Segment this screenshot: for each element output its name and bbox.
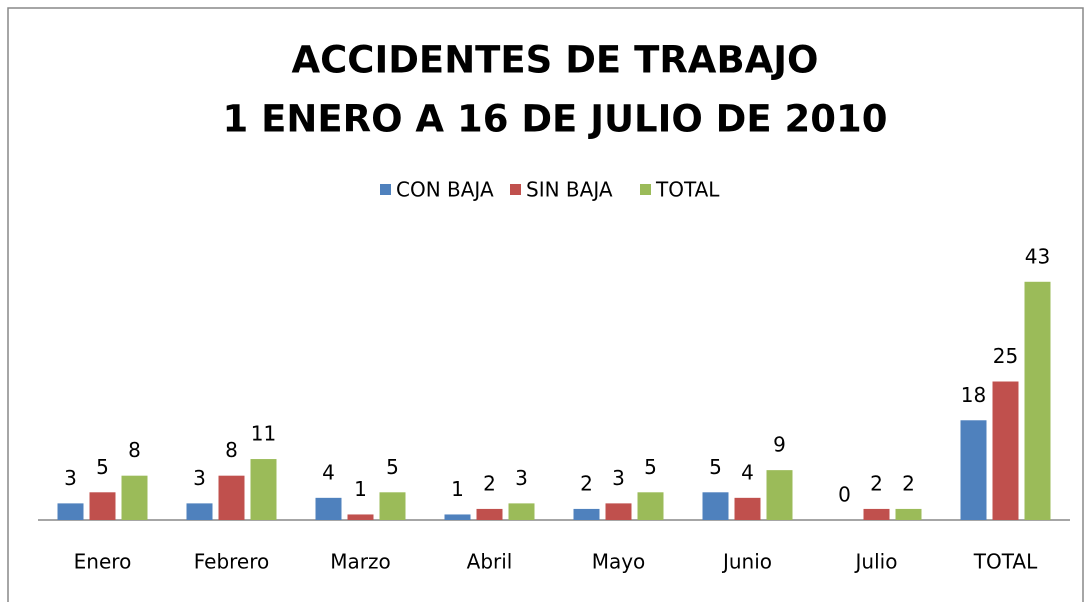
bar [121,475,148,520]
bar [89,492,116,520]
chart-title: ACCIDENTES DE TRABAJO [292,39,819,82]
bar [766,470,793,520]
x-tick-label: TOTAL [973,550,1038,574]
data-label: 43 [1025,244,1050,268]
bar [379,492,406,520]
bar [863,508,890,520]
data-label: 1 [354,477,367,501]
bar [702,492,729,520]
data-label: 18 [961,383,986,407]
data-label: 5 [709,455,722,479]
legend-label: CON BAJA [396,178,494,202]
bar [347,514,374,520]
data-label: 2 [483,471,496,495]
x-tick-label: Mayo [592,550,646,574]
data-label: 3 [64,466,77,490]
x-tick-label: Marzo [330,550,390,574]
bar [186,503,213,520]
bar [573,508,600,520]
bar [960,420,987,520]
x-tick-label: Julio [854,550,898,574]
data-label: 5 [96,455,109,479]
data-label: 8 [225,438,238,462]
bar [1024,281,1051,520]
legend-swatch [640,184,651,195]
data-label: 3 [515,466,528,490]
x-tick-label: Abril [467,550,513,574]
bar [895,508,922,520]
bar [315,497,342,520]
data-label: 11 [251,422,276,446]
data-label: 0 [838,483,851,507]
data-label: 25 [993,344,1018,368]
data-label: 8 [128,438,141,462]
bar [992,381,1019,520]
bar [605,503,632,520]
data-label: 1 [451,477,464,501]
x-tick-label: Junio [721,550,772,574]
x-tick-label: Enero [74,550,132,574]
data-label: 4 [322,460,335,484]
bar [734,497,761,520]
bar [476,508,503,520]
bar [218,475,245,520]
data-label: 2 [870,471,883,495]
chart-title: 1 ENERO A 16 DE JULIO DE 2010 [222,98,887,141]
data-label: 2 [902,471,915,495]
bar [444,514,471,520]
data-label: 5 [644,455,657,479]
data-label: 3 [193,466,206,490]
legend-swatch [380,184,391,195]
bar [57,503,84,520]
legend-label: SIN BAJA [526,178,613,202]
legend-label: TOTAL [655,178,720,202]
data-label: 3 [612,466,625,490]
bar [250,459,277,520]
bar [508,503,535,520]
data-label: 9 [773,433,786,457]
data-label: 2 [580,471,593,495]
chart-frame [7,7,1084,602]
bar [637,492,664,520]
data-label: 4 [741,460,754,484]
x-tick-label: Febrero [194,550,270,574]
data-label: 5 [386,455,399,479]
legend-swatch [510,184,521,195]
